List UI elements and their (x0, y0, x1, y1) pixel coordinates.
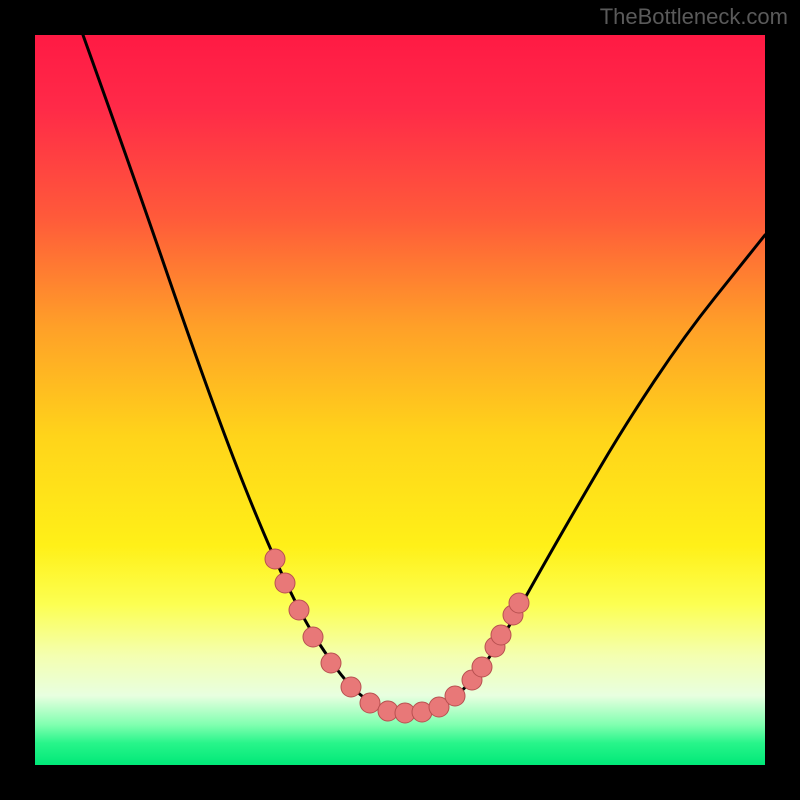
data-marker (275, 573, 295, 593)
data-marker (472, 657, 492, 677)
chart-plot-area (35, 35, 765, 765)
data-marker (445, 686, 465, 706)
data-marker (509, 593, 529, 613)
data-marker (303, 627, 323, 647)
data-marker (360, 693, 380, 713)
watermark-label: TheBottleneck.com (600, 4, 788, 30)
gradient-background (35, 35, 765, 765)
data-marker (265, 549, 285, 569)
data-marker (341, 677, 361, 697)
data-marker (491, 625, 511, 645)
bottleneck-curve-chart (35, 35, 765, 765)
data-marker (289, 600, 309, 620)
data-marker (321, 653, 341, 673)
